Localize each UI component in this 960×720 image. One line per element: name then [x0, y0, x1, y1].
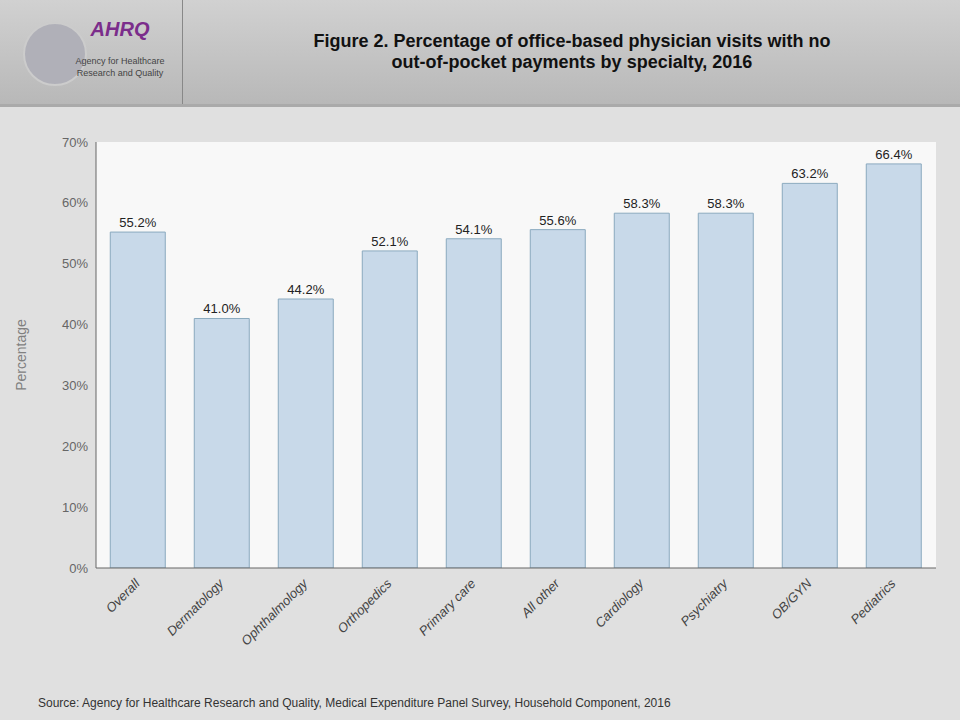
svg-text:44.2%: 44.2% [287, 282, 324, 297]
svg-text:60%: 60% [62, 195, 88, 210]
svg-text:All other: All other [518, 575, 564, 621]
svg-text:41.0%: 41.0% [203, 301, 240, 316]
svg-text:58.3%: 58.3% [707, 196, 744, 211]
svg-text:Pediatrics: Pediatrics [848, 576, 899, 627]
svg-text:0%: 0% [69, 561, 88, 576]
svg-text:50%: 50% [62, 256, 88, 271]
svg-text:55.2%: 55.2% [119, 215, 156, 230]
svg-text:Cardiology: Cardiology [592, 575, 648, 631]
html-text:Source: Agency for Healthcare: Source: Agency for Healthcare Research a… [38, 696, 671, 710]
svg-text:55.6%: 55.6% [539, 213, 576, 228]
svg-text:40%: 40% [62, 317, 88, 332]
svg-text:70%: 70% [62, 135, 88, 150]
svg-text:30%: 30% [62, 378, 88, 393]
html-text:Agency for Healthcare Research: Agency for Healthcare Research and Quali… [75, 56, 165, 78]
svg-text:Dermatology: Dermatology [164, 575, 228, 639]
svg-text:54.1%: 54.1% [455, 222, 492, 237]
svg-text:66.4%: 66.4% [875, 147, 912, 162]
svg-text:10%: 10% [62, 500, 88, 515]
svg-text:20%: 20% [62, 439, 88, 454]
svg-text:Ophthalmology: Ophthalmology [238, 575, 311, 648]
svg-text:OB/GYN: OB/GYN [768, 576, 815, 623]
html-text:Figure 2. Percentage of office: Figure 2. Percentage of office-based phy… [313, 31, 831, 72]
html-text:AHRQ: AHRQ [90, 18, 150, 40]
svg-text:Primary care: Primary care [416, 576, 479, 639]
svg-text:Psychiatry: Psychiatry [678, 575, 732, 629]
svg-text:63.2%: 63.2% [791, 166, 828, 181]
svg-text:Overall: Overall [103, 575, 144, 616]
svg-text:Percentage: Percentage [13, 319, 29, 391]
svg-text:52.1%: 52.1% [371, 234, 408, 249]
svg-text:58.3%: 58.3% [623, 196, 660, 211]
svg-text:Orthopedics: Orthopedics [334, 576, 395, 637]
